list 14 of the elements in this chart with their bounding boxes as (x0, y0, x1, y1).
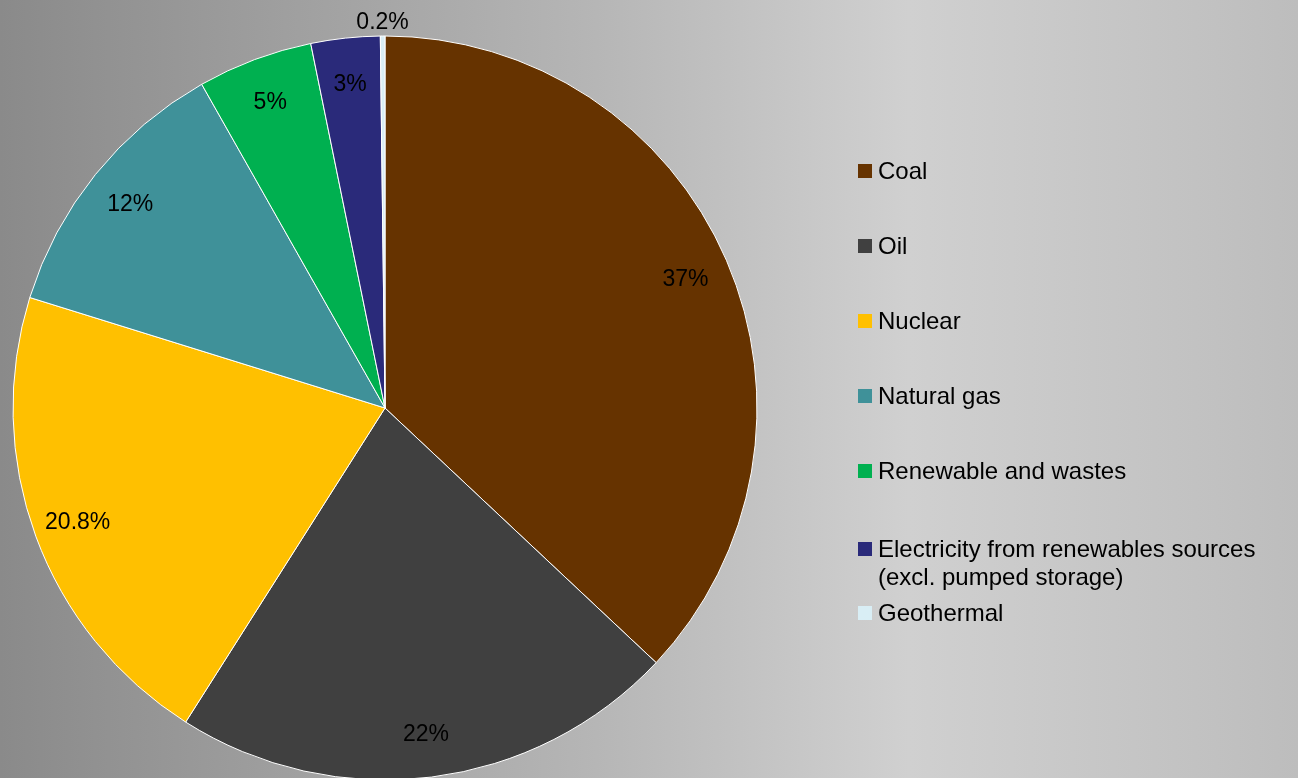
data-label: 12% (107, 189, 154, 216)
data-label: 20.8% (45, 507, 111, 534)
data-label: 0.2% (356, 8, 409, 35)
legend-label: Oil (878, 232, 908, 260)
data-label: 37% (662, 264, 709, 291)
data-label: 22% (403, 719, 450, 746)
legend-label: Natural gas (878, 382, 1001, 410)
legend-label: Renewable and wastes (878, 457, 1127, 485)
legend-label: Geothermal (878, 599, 1004, 627)
data-label: 5% (253, 88, 287, 115)
legend-label: Electricity from renewables sources (excl. pumped storage) (878, 535, 1257, 591)
data-label: 3% (333, 69, 367, 96)
slice-label: Coal (878, 157, 928, 185)
legend-label: Nuclear (878, 307, 961, 335)
